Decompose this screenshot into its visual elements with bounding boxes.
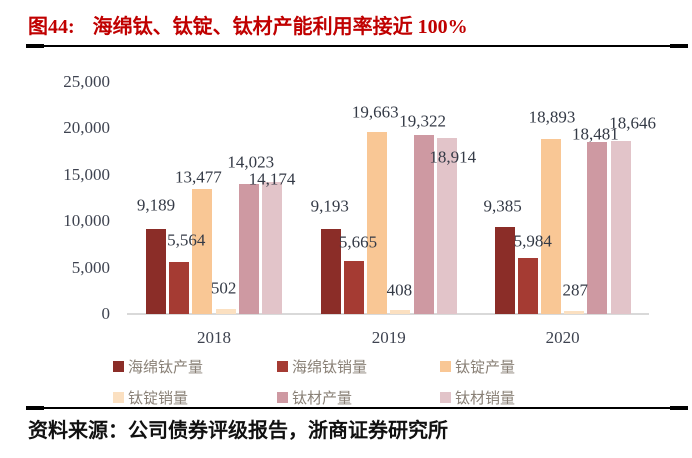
- data-label-sponge-ti-sales-2020: 5,984: [513, 231, 552, 251]
- top-divider-left-cap: [26, 44, 44, 48]
- data-label-sponge-ti-production-2020: 9,385: [483, 196, 522, 216]
- x-axis-label-2020: 2020: [545, 328, 580, 347]
- bar-ti-material-sales-2018: [262, 182, 282, 314]
- legend-item-ti-ingot-sales: 钛锭销量: [113, 387, 188, 408]
- legend-label-ti-ingot-production: 钛锭产量: [455, 360, 516, 376]
- y-axis-tick-label: 0: [101, 304, 111, 323]
- data-label-sponge-ti-production-2019: 9,193: [310, 196, 349, 216]
- legend-label-ti-ingot-sales: 钛锭销量: [128, 391, 189, 407]
- x-axis-label-2019: 2019: [371, 328, 406, 347]
- data-label-ti-material-production-2020: 18,481: [572, 124, 619, 144]
- legend-swatch-ti-material-sales: [440, 392, 451, 403]
- data-label-sponge-ti-production-2018: 9,189: [136, 195, 176, 215]
- bar-sponge-ti-sales-2018: [169, 262, 190, 314]
- bar-ti-material-sales-2020: [610, 140, 631, 314]
- top-divider-line: [26, 45, 688, 47]
- y-axis-tick-label: 15,000: [63, 164, 110, 184]
- data-label-ti-material-sales-2018: 14,174: [248, 169, 296, 189]
- legend-item-ti-material-sales: 钛材销量: [440, 387, 515, 408]
- legend-item-sponge-ti-production: 海绵钛产量: [113, 356, 203, 377]
- legend-item-sponge-ti-sales: 海绵钛销量: [277, 356, 367, 377]
- bar-ti-ingot-sales-2020: [564, 311, 585, 314]
- data-label-sponge-ti-sales-2018: 5,564: [167, 230, 206, 250]
- legend-swatch-sponge-ti-sales: [277, 361, 288, 372]
- figure-tag: 图44:: [28, 16, 75, 38]
- data-label-ti-ingot-sales-2020: 287: [562, 280, 588, 300]
- data-label-ti-ingot-sales-2019: 408: [386, 280, 413, 300]
- data-label-ti-material-sales-2020: 18,646: [609, 113, 656, 133]
- bar-ti-material-production-2019: [413, 134, 434, 314]
- legend-swatch-ti-ingot-production: [440, 361, 451, 372]
- legend-label-sponge-ti-production: 海绵钛产量: [128, 360, 204, 376]
- figure-header: 图44: 海绵钛、钛锭、钛材产能利用率接近 100%: [28, 10, 468, 39]
- bar-ti-material-production-2018: [238, 183, 259, 314]
- legend-swatch-ti-material-production: [277, 392, 288, 403]
- data-label-ti-material-production-2019: 19,322: [399, 111, 446, 131]
- bottom-divider-line: [26, 407, 688, 409]
- legend-label-ti-material-production: 钛材产量: [292, 391, 353, 407]
- figure-title: 海绵钛、钛锭、钛材产能利用率接近 100%: [92, 16, 468, 38]
- bar-ti-material-production-2020: [587, 142, 608, 314]
- y-axis-tick-label: 10,000: [63, 211, 110, 231]
- legend-swatch-sponge-ti-production: [113, 361, 124, 372]
- data-label-ti-material-sales-2019: 18,914: [429, 147, 477, 167]
- bottom-divider: [26, 406, 688, 410]
- bar-ti-ingot-sales-2018: [215, 309, 236, 314]
- y-axis-tick-label: 20,000: [63, 118, 110, 138]
- legend-item-ti-material-production: 钛材产量: [277, 387, 352, 408]
- bottom-divider-left-cap: [26, 406, 44, 410]
- legend-label-sponge-ti-sales: 海绵钛销量: [292, 360, 368, 376]
- legend-swatch-ti-ingot-sales: [113, 392, 124, 403]
- bar-ti-ingot-sales-2019: [390, 310, 411, 314]
- bottom-divider-right-cap: [670, 406, 688, 410]
- bar-ti-ingot-production-2018: [192, 188, 213, 314]
- x-axis-line: [127, 313, 649, 315]
- y-axis-tick-label: 5,000: [71, 257, 110, 277]
- top-divider: [26, 44, 688, 48]
- x-axis-label-2018: 2018: [197, 328, 231, 347]
- bar-sponge-ti-production-2018: [146, 228, 166, 314]
- bar-ti-material-sales-2019: [436, 138, 457, 314]
- source-note: 资料来源：公司债券评级报告，浙商证券研究所: [28, 420, 448, 442]
- data-label-ti-material-production-2018: 14,023: [227, 152, 275, 172]
- bar-ti-ingot-production-2020: [541, 138, 561, 314]
- data-label-ti-ingot-production-2018: 13,477: [175, 167, 222, 187]
- bar-sponge-ti-sales-2019: [344, 261, 364, 314]
- bar-ti-ingot-production-2019: [367, 131, 388, 314]
- legend-label-ti-material-sales: 钛材销量: [455, 391, 516, 407]
- y-axis-tick-label: 25,000: [63, 72, 110, 91]
- bar-sponge-ti-production-2020: [494, 226, 515, 314]
- data-label-sponge-ti-sales-2019: 5,665: [338, 232, 378, 252]
- legend-item-ti-ingot-production: 钛锭产量: [440, 356, 515, 377]
- data-label-ti-ingot-sales-2018: 502: [210, 278, 237, 298]
- bar-sponge-ti-production-2019: [320, 228, 341, 314]
- data-label-ti-ingot-production-2019: 19,663: [351, 102, 399, 122]
- bar-sponge-ti-sales-2020: [517, 258, 538, 314]
- top-divider-right-cap: [670, 44, 688, 48]
- data-label-ti-ingot-production-2020: 18,893: [528, 107, 576, 127]
